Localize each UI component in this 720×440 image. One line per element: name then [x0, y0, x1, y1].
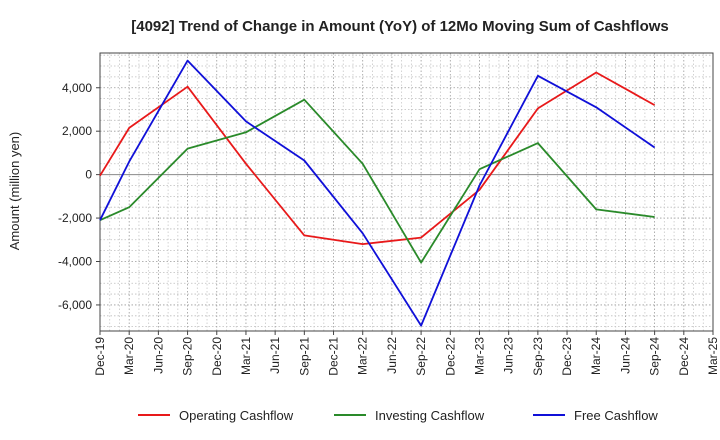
- x-tick-label: Sep-20: [181, 337, 195, 376]
- x-tick-label: Sep-24: [648, 337, 662, 376]
- y-tick-label: -6,000: [58, 298, 92, 312]
- y-tick-label: -4,000: [58, 255, 92, 269]
- x-tick-label: Jun-24: [618, 337, 632, 374]
- x-tick-label: Jun-23: [502, 337, 516, 374]
- x-tick-label: Mar-25: [706, 337, 720, 375]
- chart-title: [4092] Trend of Change in Amount (YoY) o…: [131, 18, 669, 35]
- x-tick-label: Jun-21: [268, 337, 282, 374]
- x-tick-label: Dec-22: [443, 337, 457, 376]
- grid: [99, 53, 714, 331]
- y-tick-label: -2,000: [58, 211, 92, 225]
- legend-label-free-cashflow: Free Cashflow: [574, 408, 658, 423]
- y-tick-label: 2,000: [62, 124, 92, 138]
- x-tick-label: Sep-21: [297, 337, 311, 376]
- x-tick-label: Mar-24: [589, 337, 603, 375]
- x-tick-label: Mar-22: [356, 337, 370, 375]
- x-tick-label: Dec-20: [210, 337, 224, 376]
- x-tick-label: Mar-21: [239, 337, 253, 375]
- series-lines: [99, 59, 656, 327]
- plot-area: [100, 53, 713, 331]
- x-tick-label: Sep-23: [531, 337, 545, 376]
- series-line-operating-cashflow: [99, 71, 656, 246]
- axes: -6,000 -4,000 -2,000 0 2,000 4,000 Dec-19 Mar-2…: [58, 52, 720, 376]
- y-axis-label: Amount (million yen): [7, 132, 22, 251]
- x-tick-label: Mar-20: [122, 337, 136, 375]
- x-tick-label: Jun-20: [151, 337, 165, 374]
- series-line-investing-cashflow: [99, 98, 655, 264]
- legend-label-investing-cashflow: Investing Cashflow: [375, 408, 485, 423]
- x-tick-label: Dec-21: [327, 337, 341, 376]
- x-tick-label: Sep-22: [414, 337, 428, 376]
- x-tick-label: Dec-23: [560, 337, 574, 376]
- y-tick-label: 4,000: [62, 81, 92, 95]
- x-tick-label: Mar-23: [472, 337, 486, 375]
- y-tick-label: 0: [85, 168, 92, 182]
- legend: Operating Cashflow Investing Cashflow Free…: [138, 408, 658, 423]
- legend-label-operating-cashflow: Operating Cashflow: [179, 408, 294, 423]
- series-line-free-cashflow: [99, 59, 656, 327]
- x-tick-label: Dec-24: [677, 337, 691, 376]
- plot-frame: [99, 52, 714, 332]
- x-tick-label: Dec-19: [93, 337, 107, 376]
- x-tick-label: Jun-22: [385, 337, 399, 374]
